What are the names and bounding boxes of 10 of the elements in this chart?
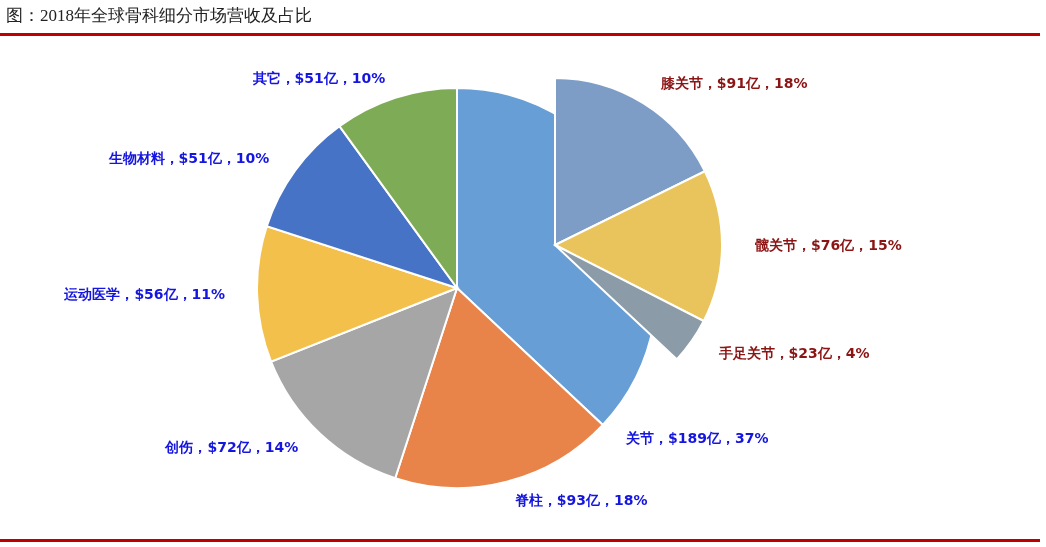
chart-title: 图：2018年全球骨科细分市场营收及占比 (6, 5, 312, 27)
slice-label: 其它，$51亿，10% (251, 69, 386, 86)
slice-label: 生物材料，$51亿，10% (107, 149, 270, 166)
slice-label: 手足关节，$23亿，4% (717, 345, 870, 362)
slice-label: 髋关节，$76亿，15% (754, 237, 902, 254)
slice-label: 关节，$189亿，37% (625, 429, 769, 446)
slice-label: 创伤，$72亿，14% (164, 439, 299, 456)
slice-label: 运动医学，$56亿，11% (63, 285, 226, 302)
slice-label: 脊柱，$93亿，18% (514, 492, 648, 509)
slice-label: 膝关节，$91亿，18% (659, 74, 808, 91)
